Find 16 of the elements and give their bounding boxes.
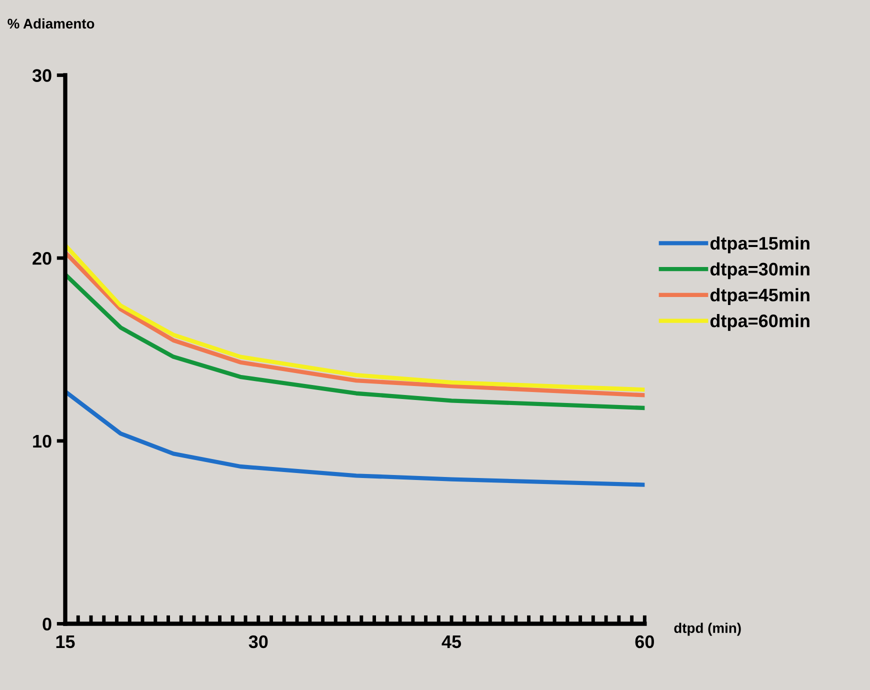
- x-axis-title: dtpd (min): [674, 622, 741, 636]
- legend-label: dtpa=60min: [710, 314, 810, 331]
- legend-label: dtpa=30min: [710, 262, 810, 280]
- legend-label: dtpa=15min: [710, 236, 810, 254]
- y-tick-label: 30: [32, 69, 52, 82]
- line-series: [65, 272, 645, 410]
- y-tick-label: 20: [32, 252, 52, 265]
- y-tick-label: 0: [42, 618, 52, 630]
- x-tick-label: 30: [248, 635, 268, 648]
- line-series: [65, 389, 645, 487]
- x-tick-label: 15: [56, 636, 75, 648]
- legend-label: dtpa=45min: [710, 288, 810, 306]
- y-tick-label: 10: [33, 434, 52, 448]
- x-tick-label: 60: [635, 635, 654, 648]
- x-tick-label: 45: [442, 636, 462, 648]
- y-axis-title: % Adiamento: [8, 18, 94, 29]
